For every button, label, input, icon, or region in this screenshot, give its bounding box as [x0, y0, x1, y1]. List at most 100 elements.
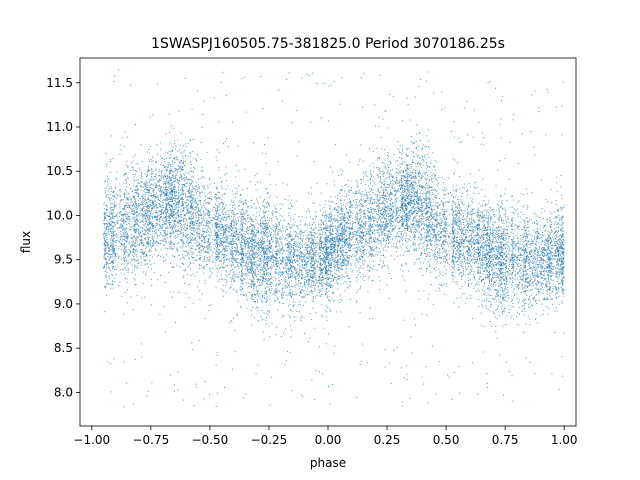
data-point — [407, 223, 408, 224]
data-point — [401, 237, 402, 238]
data-point — [121, 296, 122, 297]
data-point — [354, 265, 355, 266]
data-point — [302, 260, 303, 261]
data-point — [555, 250, 556, 251]
data-point — [177, 160, 178, 161]
data-point — [467, 194, 468, 195]
data-point — [371, 197, 372, 198]
data-point — [121, 214, 122, 215]
data-point — [285, 288, 286, 289]
data-point — [542, 283, 543, 284]
data-point — [360, 224, 361, 225]
data-point — [160, 240, 161, 241]
data-point — [472, 223, 473, 224]
data-point — [502, 250, 503, 251]
data-point — [411, 191, 412, 192]
data-point — [226, 239, 227, 240]
data-point — [342, 260, 343, 261]
data-point — [358, 274, 359, 275]
data-point — [493, 222, 494, 223]
data-point — [127, 282, 128, 283]
data-point — [115, 224, 116, 225]
data-point — [444, 205, 445, 206]
data-point — [220, 267, 221, 268]
data-point — [202, 114, 203, 115]
data-point — [501, 303, 502, 304]
data-point — [246, 295, 247, 296]
data-point — [494, 281, 495, 282]
data-point — [443, 230, 444, 231]
data-point — [251, 325, 252, 326]
data-point — [241, 246, 242, 247]
data-point — [285, 271, 286, 272]
data-point — [113, 246, 114, 247]
data-point — [272, 229, 273, 230]
data-point — [267, 220, 268, 221]
data-point — [529, 266, 530, 267]
data-point — [125, 228, 126, 229]
data-point — [379, 182, 380, 183]
data-point — [325, 242, 326, 243]
data-point — [493, 277, 494, 278]
data-point — [269, 312, 270, 313]
data-point — [266, 188, 267, 189]
data-point — [446, 269, 447, 270]
data-point — [192, 197, 193, 198]
data-point — [190, 218, 191, 219]
data-point — [237, 250, 238, 251]
data-point — [509, 274, 510, 275]
data-point — [175, 196, 176, 197]
data-point — [285, 279, 286, 280]
data-point — [348, 223, 349, 224]
data-point — [248, 260, 249, 261]
data-point — [300, 224, 301, 225]
data-point — [178, 187, 179, 188]
data-point — [559, 269, 560, 270]
data-point — [402, 405, 403, 406]
data-point — [444, 209, 445, 210]
data-point — [348, 219, 349, 220]
data-point — [167, 192, 168, 193]
data-point — [427, 185, 428, 186]
data-point — [396, 246, 397, 247]
data-point — [166, 226, 167, 227]
data-point — [458, 252, 459, 253]
data-point — [138, 214, 139, 215]
data-point — [457, 284, 458, 285]
data-point — [183, 178, 184, 179]
data-point — [382, 224, 383, 225]
data-point — [440, 219, 441, 220]
data-point — [437, 232, 438, 233]
data-point — [418, 162, 419, 163]
data-point — [389, 197, 390, 198]
data-point — [503, 279, 504, 280]
data-point — [338, 210, 339, 211]
data-point — [329, 205, 330, 206]
data-point — [373, 269, 374, 270]
data-point — [313, 296, 314, 297]
data-point — [502, 290, 503, 291]
data-point — [390, 164, 391, 165]
data-point — [218, 239, 219, 240]
data-point — [532, 268, 533, 269]
data-point — [271, 252, 272, 253]
data-point — [218, 198, 219, 199]
data-point — [273, 230, 274, 231]
data-point — [251, 298, 252, 299]
data-point — [114, 201, 115, 202]
data-point — [460, 199, 461, 200]
data-point — [248, 245, 249, 246]
data-point — [131, 162, 132, 163]
data-point — [302, 275, 303, 276]
data-point — [558, 215, 559, 216]
data-point — [111, 223, 112, 224]
data-point — [339, 232, 340, 233]
data-point — [320, 227, 321, 228]
data-point — [160, 164, 161, 165]
data-point — [358, 262, 359, 263]
data-point — [529, 284, 530, 285]
data-point — [244, 279, 245, 280]
data-point — [123, 257, 124, 258]
data-point — [511, 287, 512, 288]
data-point — [140, 144, 141, 145]
